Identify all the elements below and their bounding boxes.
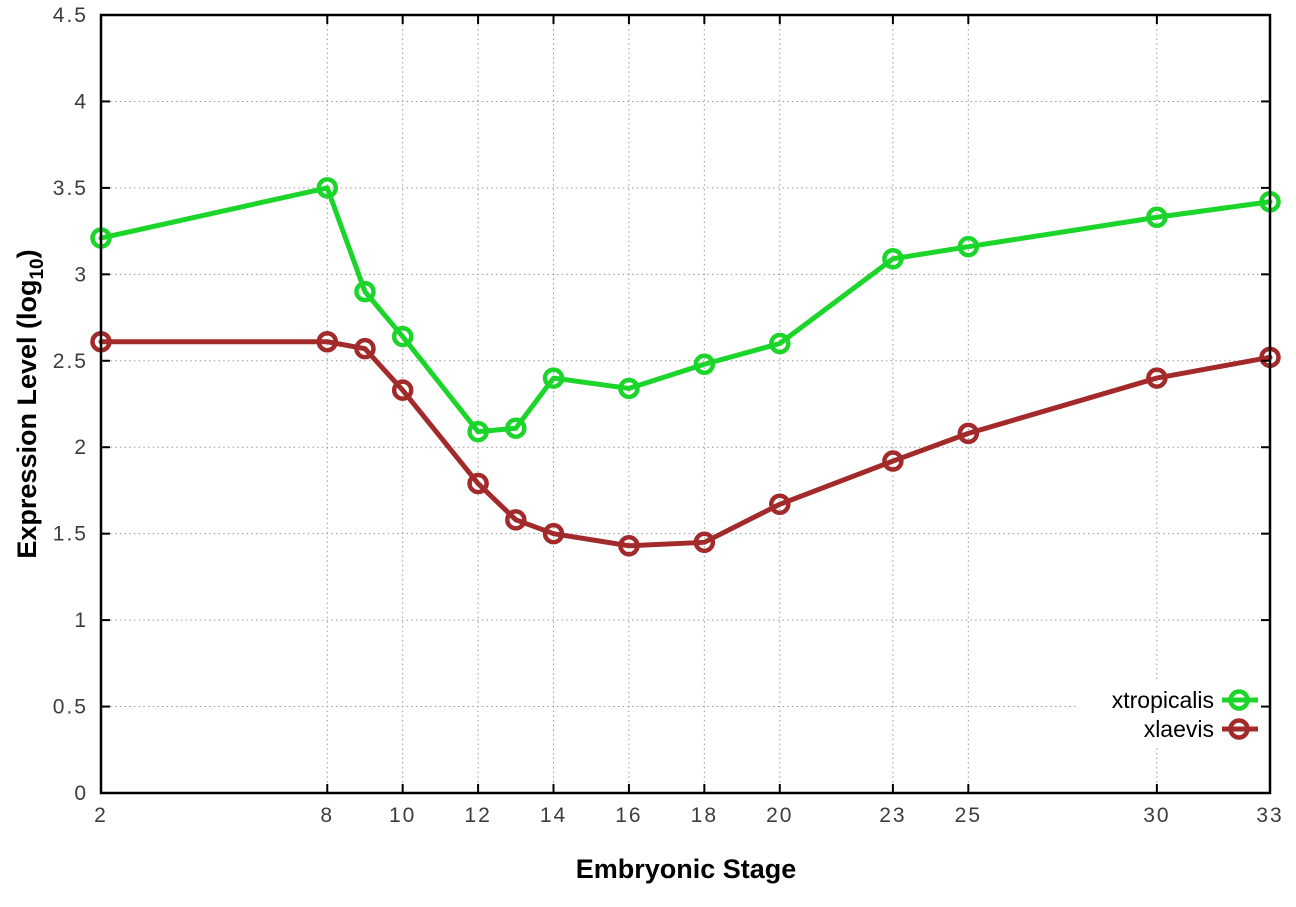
data-point-xlaevis: [542, 522, 565, 545]
y-tick-label: 2: [74, 436, 88, 459]
x-tick-label: 14: [540, 804, 567, 827]
x-tick-label: 25: [955, 804, 982, 827]
plot-border: [99, 13, 1272, 795]
y-tick-label: 2.5: [53, 350, 88, 373]
y-axis-title-prefix: Expression Level (log: [12, 280, 42, 559]
data-point-xtropicalis: [693, 353, 716, 375]
y-axis-title-suffix: ): [12, 249, 42, 258]
y-tick-label: 3: [74, 263, 88, 286]
data-point-xtropicalis: [1146, 206, 1168, 229]
x-tick-label: 12: [464, 804, 491, 827]
chart-generated-layer: 2 8 10 12 14 16 18 20 23 25 30 33 0 0.5 1 1.5 2 2.5 3 3.5 4 4…: [53, 4, 1283, 827]
data-point-xtropicalis: [354, 280, 376, 303]
legend-marker-xlaevis: [1228, 718, 1250, 740]
y-tick-label: 3.5: [53, 177, 88, 200]
legend-label-xtropicalis: xtropicalis: [1112, 687, 1214, 713]
legend-label-xlaevis: xlaevis: [1144, 716, 1214, 742]
data-point-xlaevis: [1146, 367, 1168, 389]
x-axis-title: Embryonic Stage: [576, 854, 797, 884]
y-tick-label: 4: [74, 90, 88, 113]
data-point-xtropicalis: [769, 332, 791, 355]
data-point-xlaevis: [882, 450, 904, 472]
data-point-xtropicalis: [316, 177, 339, 199]
y-tick-label: 4.5: [53, 4, 88, 27]
data-point-xtropicalis: [467, 420, 489, 443]
data-point-xlaevis: [693, 531, 716, 554]
x-tick-label: 18: [691, 804, 718, 827]
data-point-xlaevis: [467, 472, 489, 495]
y-tick-label: 0.5: [53, 696, 88, 719]
x-tick-label: 33: [1256, 804, 1283, 827]
data-point-xtropicalis: [882, 248, 904, 270]
x-tick-label: 10: [389, 804, 416, 827]
y-axis-title: Expression Level (log10): [12, 249, 48, 558]
legend: xtropicalis xlaevis: [1112, 687, 1258, 742]
x-tick-label: 23: [879, 804, 906, 827]
data-point-xtropicalis: [391, 325, 414, 348]
y-tick-label: 0: [74, 782, 88, 805]
data-point-xtropicalis: [618, 377, 640, 400]
x-tick-label: 20: [766, 804, 793, 827]
legend-marker-xtropicalis: [1228, 689, 1250, 711]
data-point-xtropicalis: [542, 367, 565, 389]
data-point-xlaevis: [505, 509, 527, 531]
y-tick-label: 1: [74, 609, 88, 632]
x-tick-label: 2: [94, 804, 108, 827]
data-point-xlaevis: [957, 422, 980, 445]
data-point-xtropicalis: [505, 417, 527, 439]
x-tick-label: 16: [615, 804, 642, 827]
data-point-xtropicalis: [957, 235, 980, 258]
data-point-xlaevis: [316, 331, 339, 353]
x-tick-label: 30: [1143, 804, 1170, 827]
data-point-xlaevis: [769, 493, 791, 516]
data-point-xlaevis: [618, 535, 640, 557]
y-axis-title-subscript: 10: [27, 258, 48, 279]
data-point-xlaevis: [354, 337, 376, 360]
data-point-xlaevis: [391, 379, 414, 401]
y-tick-label: 1.5: [53, 523, 88, 546]
x-tick-label: 8: [320, 804, 334, 827]
